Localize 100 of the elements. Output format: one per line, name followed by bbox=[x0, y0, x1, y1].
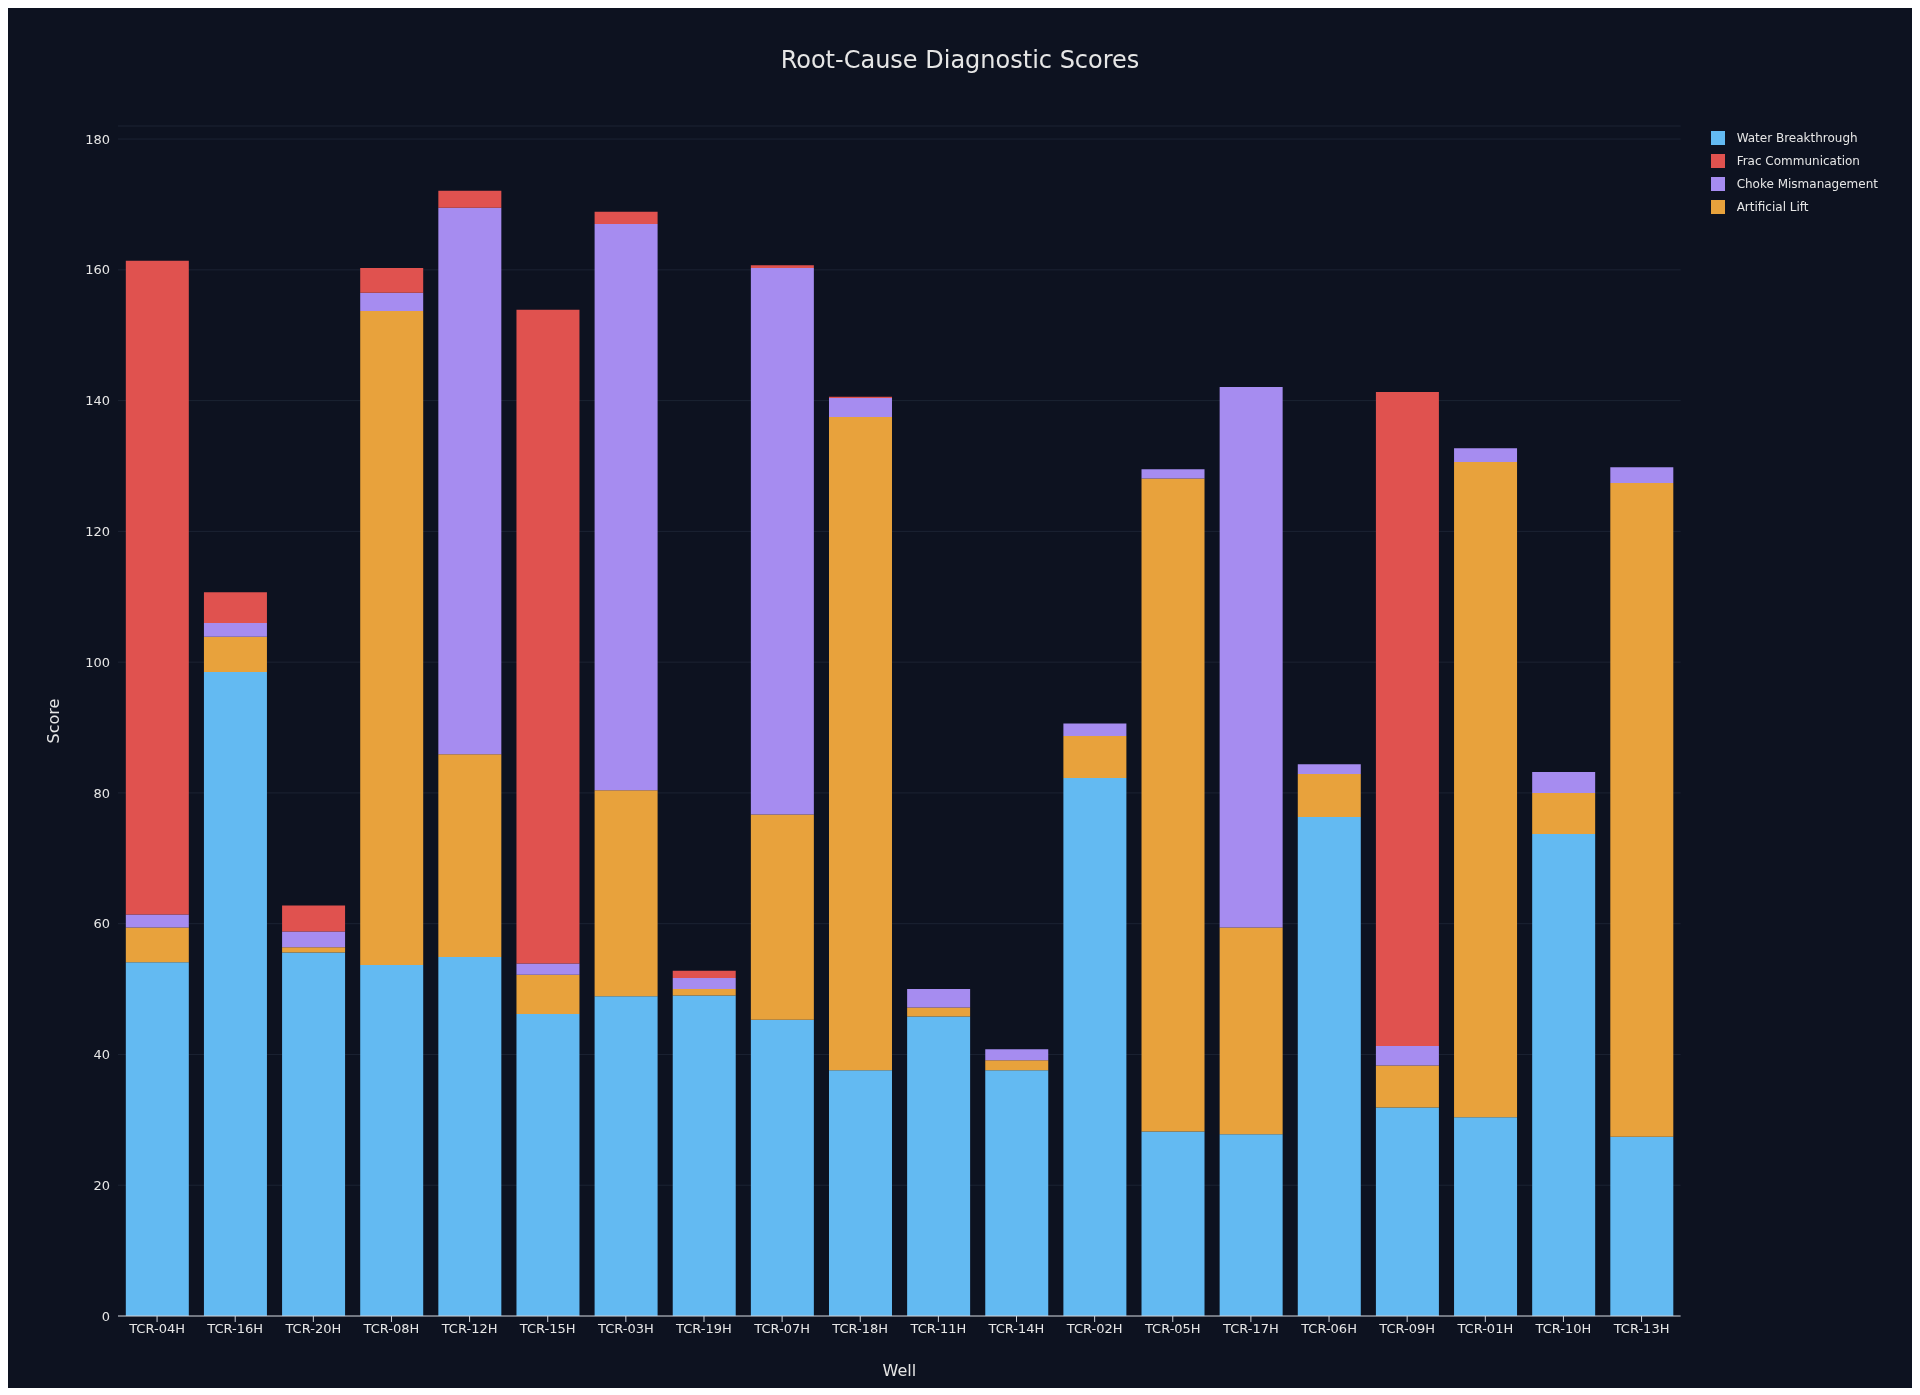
x-tick-label: TCR-19H bbox=[675, 1321, 732, 1337]
bar bbox=[1532, 772, 1596, 793]
bar bbox=[125, 962, 189, 1316]
bar bbox=[985, 1070, 1049, 1316]
bar bbox=[516, 309, 580, 964]
x-tick-label: TCR-20H bbox=[284, 1321, 342, 1337]
x-tick-label: TCR-18H bbox=[831, 1321, 889, 1337]
x-tick-label: TCR-15H bbox=[518, 1321, 576, 1337]
bar bbox=[907, 1007, 971, 1017]
bar bbox=[125, 260, 189, 915]
y-tick-label: 140 bbox=[85, 393, 110, 409]
bar bbox=[1375, 1045, 1439, 1066]
bar bbox=[203, 636, 267, 672]
bar bbox=[1297, 764, 1361, 774]
bar bbox=[672, 977, 736, 990]
bar bbox=[125, 914, 189, 928]
x-tick-label: TCR-09H bbox=[1378, 1321, 1436, 1337]
x-tick-label: TCR-07H bbox=[753, 1321, 811, 1337]
bar bbox=[985, 1060, 1049, 1071]
chart-title: Root-Cause Diagnostic Scores bbox=[779, 45, 1141, 76]
bar bbox=[750, 814, 814, 1020]
bar bbox=[1610, 483, 1674, 1137]
bar bbox=[1454, 462, 1518, 1118]
y-tick-label: 0 bbox=[101, 1308, 110, 1324]
y-tick-label: 80 bbox=[93, 785, 110, 801]
x-tick-label: TCR-11H bbox=[909, 1321, 967, 1337]
bar bbox=[907, 1016, 971, 1316]
bar bbox=[438, 957, 502, 1316]
bar bbox=[203, 592, 267, 623]
y-tick-label: 120 bbox=[85, 524, 110, 539]
y-tick-label: 40 bbox=[93, 1047, 110, 1063]
bar bbox=[1610, 1136, 1674, 1316]
x-tick-label: TCR-08H bbox=[362, 1321, 420, 1337]
legend-label: Water Breakthrough bbox=[1736, 130, 1858, 145]
bar bbox=[360, 267, 424, 293]
x-tick-label: TCR-05H bbox=[1143, 1321, 1201, 1337]
y-axis-title: Score bbox=[43, 698, 63, 744]
bar bbox=[360, 964, 424, 1316]
bar bbox=[672, 989, 736, 996]
bar bbox=[828, 1070, 892, 1316]
x-tick-label: TCR-14H bbox=[987, 1321, 1045, 1337]
x-tick-label: TCR-01H bbox=[1456, 1321, 1514, 1337]
bar bbox=[1375, 1065, 1439, 1108]
bar bbox=[438, 207, 502, 755]
bar bbox=[1219, 386, 1283, 928]
x-tick-label: TCR-03H bbox=[596, 1321, 654, 1337]
bar bbox=[1141, 469, 1205, 479]
bar bbox=[1532, 792, 1596, 835]
bar bbox=[360, 292, 424, 312]
x-tick-label: TCR-16H bbox=[206, 1321, 264, 1337]
bar bbox=[907, 989, 971, 1008]
legend-label: Artificial Lift bbox=[1736, 199, 1809, 214]
bar bbox=[750, 1019, 814, 1316]
x-tick-label: TCR-17H bbox=[1222, 1321, 1279, 1337]
bar bbox=[516, 1013, 580, 1316]
bar bbox=[516, 974, 580, 1014]
bar bbox=[282, 952, 346, 1316]
bar bbox=[1532, 834, 1596, 1316]
bar bbox=[594, 224, 658, 791]
bar bbox=[360, 311, 424, 965]
bar bbox=[672, 995, 736, 1316]
bar bbox=[594, 790, 658, 997]
bar bbox=[1375, 392, 1439, 1046]
bar bbox=[203, 671, 267, 1316]
bar bbox=[594, 211, 658, 225]
bar bbox=[282, 947, 346, 953]
bar bbox=[828, 398, 892, 417]
bar bbox=[672, 970, 736, 978]
bar bbox=[985, 1049, 1049, 1061]
bar bbox=[1375, 1107, 1439, 1316]
bar bbox=[1141, 478, 1205, 1132]
y-tick-label: 160 bbox=[85, 262, 110, 278]
x-tick-label: TCR-13H bbox=[1612, 1321, 1670, 1337]
x-tick-label: TCR-02H bbox=[1065, 1321, 1123, 1337]
bar bbox=[1297, 773, 1361, 818]
bar bbox=[438, 754, 502, 958]
legend-label: Frac Communication bbox=[1736, 153, 1860, 168]
y-tick-label: 20 bbox=[93, 1177, 110, 1193]
bar bbox=[750, 267, 814, 815]
x-tick-label: TCR-06H bbox=[1300, 1321, 1357, 1337]
y-tick-label: 60 bbox=[93, 916, 110, 932]
bar bbox=[125, 927, 189, 963]
bar bbox=[1063, 777, 1127, 1316]
bar bbox=[1063, 723, 1127, 737]
x-axis-title: Well bbox=[882, 1361, 917, 1380]
x-tick-label: TCR-10H bbox=[1534, 1321, 1592, 1337]
x-tick-label: TCR-04H bbox=[128, 1321, 185, 1337]
bar bbox=[438, 190, 502, 208]
bar bbox=[1219, 927, 1283, 1135]
bar bbox=[282, 931, 346, 948]
bar bbox=[1297, 817, 1361, 1316]
bar bbox=[282, 905, 346, 932]
y-tick-label: 180 bbox=[85, 131, 110, 147]
bar bbox=[203, 622, 267, 637]
x-tick-label: TCR-12H bbox=[440, 1321, 498, 1337]
bar bbox=[516, 963, 580, 975]
bar bbox=[1219, 1134, 1283, 1316]
bar bbox=[1141, 1131, 1205, 1316]
y-tick-label: 100 bbox=[85, 654, 110, 670]
bar bbox=[1454, 448, 1518, 463]
